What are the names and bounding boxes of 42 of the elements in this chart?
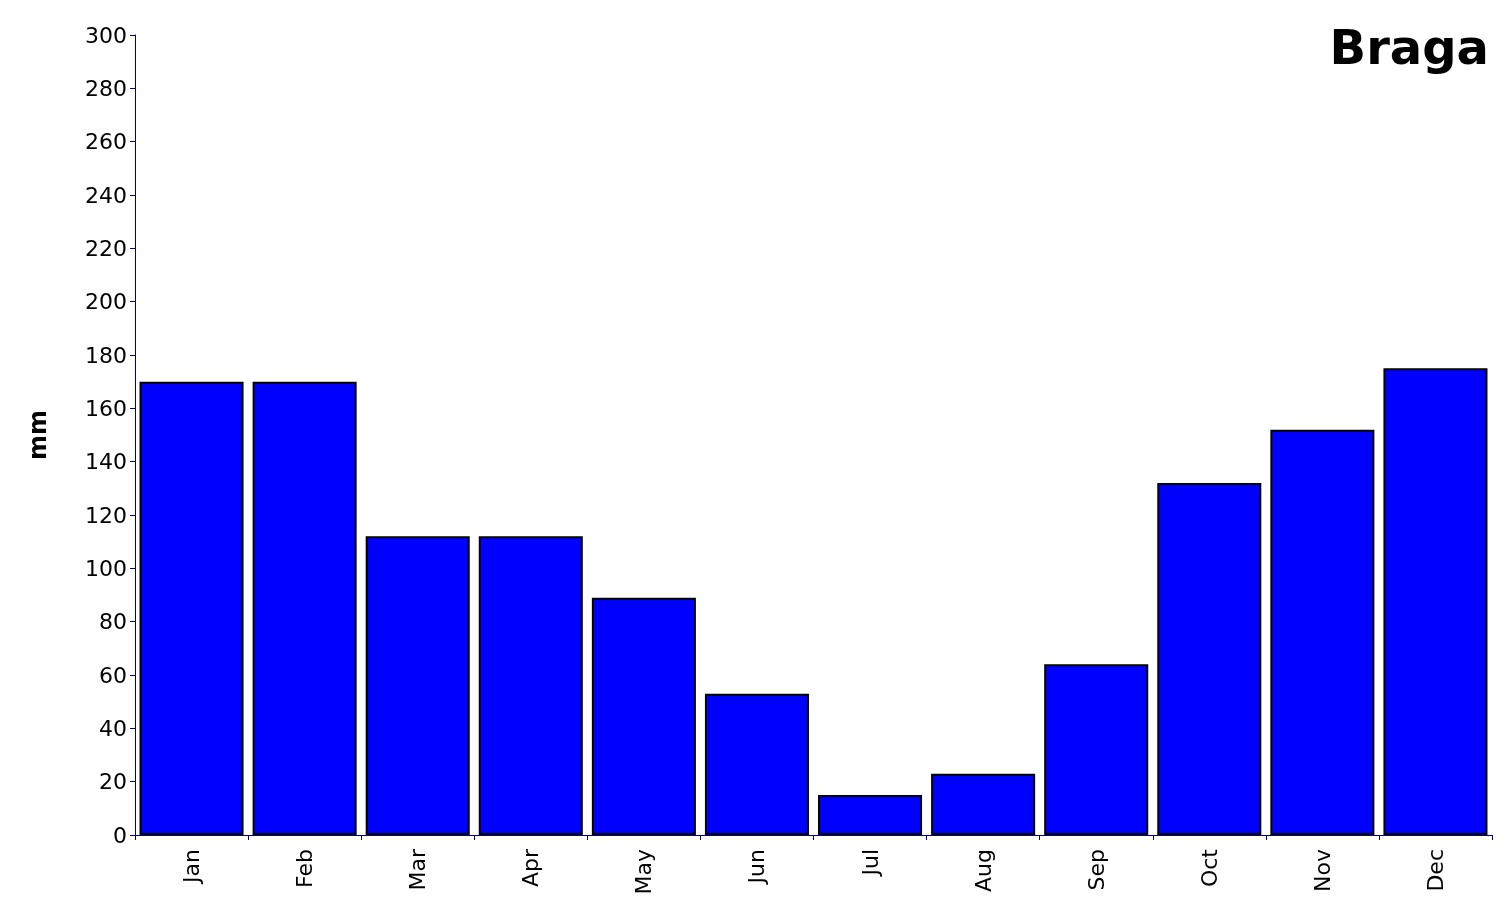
- x-tick-label: Nov: [1309, 849, 1335, 892]
- x-tick-label: May: [631, 849, 657, 895]
- bar: [591, 597, 696, 835]
- bar: [931, 773, 1036, 835]
- x-tick-label: Jun: [744, 849, 770, 886]
- x-tick-label: Mar: [405, 848, 431, 891]
- chart-title: Braga: [1329, 19, 1490, 75]
- x-tick-label: Jan: [179, 849, 205, 885]
- y-tick-label: 260: [85, 129, 127, 155]
- y-tick-label: 100: [85, 555, 127, 581]
- bar: [139, 381, 244, 835]
- y-tick-label: 40: [99, 715, 127, 741]
- bar: [478, 536, 583, 835]
- y-tick-label: 220: [85, 235, 127, 261]
- y-tick-label: 300: [85, 22, 127, 48]
- y-tick-label: 240: [85, 182, 127, 208]
- bar: [1157, 483, 1262, 835]
- x-tick-label: Oct: [1196, 848, 1222, 888]
- bar: [252, 381, 357, 835]
- y-tick-label: 80: [99, 609, 127, 635]
- x-tick-label: Apr: [518, 848, 544, 888]
- bar: [704, 693, 809, 835]
- bar: [365, 536, 470, 835]
- y-tick-label: 120: [85, 502, 127, 528]
- bar: [1270, 429, 1375, 835]
- bar: [818, 795, 923, 835]
- y-tick-label: 0: [113, 822, 127, 848]
- y-axis-title: mm: [24, 409, 52, 461]
- y-tick-label: 160: [85, 395, 127, 421]
- bar: [1044, 664, 1149, 835]
- y-tick-label: 60: [99, 662, 127, 688]
- y-tick-label: 200: [85, 289, 127, 315]
- x-tick-label: Jul: [857, 849, 883, 878]
- y-tick-label: 20: [99, 769, 127, 795]
- x-tick-label: Feb: [292, 849, 318, 888]
- x-tick-label: Aug: [970, 849, 996, 892]
- y-tick-label: 180: [85, 342, 127, 368]
- bar: [1383, 368, 1488, 835]
- x-tick-label: Sep: [1083, 849, 1109, 891]
- y-tick-label: 280: [85, 75, 127, 101]
- y-tick-label: 140: [85, 449, 127, 475]
- x-tick-label: Dec: [1422, 849, 1448, 892]
